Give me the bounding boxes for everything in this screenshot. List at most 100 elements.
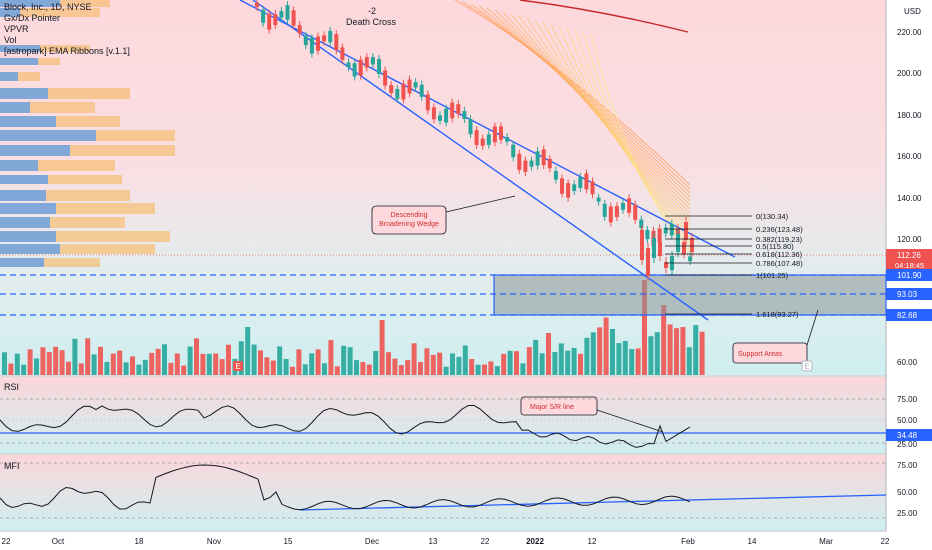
vpvr-bar-sell xyxy=(0,145,175,156)
candle-body xyxy=(474,130,479,145)
candle-body xyxy=(364,57,369,68)
wedge-upper-line[interactable] xyxy=(239,0,736,258)
main-pane[interactable] xyxy=(0,0,886,375)
ema-ribbon-line xyxy=(454,0,691,186)
volume-bar xyxy=(475,364,481,375)
price-tick: 180.00 xyxy=(897,111,922,120)
time-axis[interactable] xyxy=(0,532,886,550)
volume-bar xyxy=(456,356,462,375)
volume-bar xyxy=(290,366,295,375)
mfi-indicator[interactable] xyxy=(0,462,887,519)
price-tick: 200.00 xyxy=(897,69,922,78)
volume-bar xyxy=(136,364,142,375)
volume-bar xyxy=(418,362,423,375)
volume-bar xyxy=(226,344,231,375)
legend-item-gxdx[interactable]: Gx/Dx Pointer xyxy=(4,13,61,23)
volume-bar xyxy=(194,338,199,375)
candle-body xyxy=(658,242,662,256)
rsi-indicator[interactable] xyxy=(0,398,886,448)
volume-bar xyxy=(584,337,590,375)
volume-bar xyxy=(98,346,103,375)
volume-bar xyxy=(85,338,91,375)
volume-bar xyxy=(680,327,686,375)
volume-bar xyxy=(546,333,551,375)
volume-bar xyxy=(347,347,353,375)
vpvr-bar-sell xyxy=(0,175,122,184)
legend[interactable]: Block, Inc., 1D, NYSE Gx/Dx Pointer VPVR… xyxy=(4,2,130,57)
candle-body xyxy=(572,184,577,191)
volume-bar xyxy=(277,346,283,375)
volume-bar xyxy=(130,356,135,375)
rsi-callout[interactable]: Major S/R line xyxy=(520,396,664,433)
support-callout[interactable]: Support Areas xyxy=(732,309,819,364)
volume-bar xyxy=(686,347,692,375)
ema-ribbon-line xyxy=(470,3,691,194)
candle-body xyxy=(255,3,259,7)
ema-ribbon-line xyxy=(590,33,691,254)
legend-item-vol[interactable]: Vol xyxy=(4,35,17,45)
candle-body xyxy=(541,149,546,166)
candle-body xyxy=(664,262,668,268)
time-tick: 22 xyxy=(881,537,890,546)
support-zone[interactable] xyxy=(493,274,887,316)
legend-item-vpvr[interactable]: VPVR xyxy=(4,24,29,34)
price-tick: 140.00 xyxy=(897,194,922,203)
time-tick: Dec xyxy=(365,537,379,546)
wedge-lower-line[interactable] xyxy=(252,0,709,321)
candle-body xyxy=(640,230,644,260)
volume-bar xyxy=(629,349,635,375)
volume-bar xyxy=(411,343,417,375)
candle-body xyxy=(492,126,497,143)
time-tick: 15 xyxy=(284,537,293,546)
candle-body xyxy=(523,160,528,173)
volume-bar xyxy=(635,348,641,375)
mfi-pane[interactable] xyxy=(0,455,886,530)
volume-bar xyxy=(590,332,596,375)
candle-body xyxy=(297,25,302,34)
vpvr-bar-sell xyxy=(0,88,130,99)
wedge-label-2: Broadening Wedge xyxy=(379,221,439,228)
candle-body xyxy=(633,204,638,220)
candle-body xyxy=(358,59,363,76)
vpvr-bar-buy xyxy=(0,116,56,127)
candle-body xyxy=(566,183,571,198)
wedge-callout[interactable]: Descending Broadening Wedge xyxy=(371,195,516,235)
candle-body xyxy=(663,227,668,234)
vpvr-bar-buy xyxy=(0,58,38,65)
candle-body xyxy=(684,222,688,240)
svg-text:E: E xyxy=(235,362,240,371)
candle-body xyxy=(309,37,314,54)
volume-bar xyxy=(674,328,679,375)
volume-bar xyxy=(642,280,647,375)
candle-body xyxy=(645,229,650,240)
earnings-marker-upcoming[interactable]: E xyxy=(801,360,813,372)
fib-level-label: 1(101.25) xyxy=(756,271,789,280)
time-tick: Feb xyxy=(681,537,695,546)
volume-bar xyxy=(552,352,558,375)
death-cross-count: -2 xyxy=(368,6,376,16)
volume-bar xyxy=(379,320,385,375)
earnings-marker[interactable]: E xyxy=(233,361,243,371)
death-cross-label: Death Cross xyxy=(346,17,397,27)
rsi-pane[interactable] xyxy=(0,377,886,453)
vpvr-bar-buy xyxy=(0,203,56,214)
candle-body xyxy=(690,238,694,252)
fib-retracement[interactable]: 0(130.34) 0.236(123.48)0.382(119.23)0.5(1… xyxy=(665,212,803,319)
candle-body xyxy=(480,138,485,146)
candle-body xyxy=(584,173,589,190)
vpvr-bar-buy xyxy=(0,102,30,113)
volume-bar xyxy=(200,353,206,375)
svg-text:34.48: 34.48 xyxy=(897,431,918,440)
legend-item-ema-ribbons[interactable]: [astropark] EMA Ribbons [v.1.1] xyxy=(4,46,130,56)
time-tick: Oct xyxy=(52,537,65,546)
volume-bar xyxy=(430,354,436,375)
candle-body xyxy=(535,151,540,166)
rsi-value-badge: 34.48 xyxy=(886,429,932,441)
volume-bar xyxy=(610,328,615,375)
volume-bar xyxy=(654,332,660,375)
vpvr-bar-sell xyxy=(0,244,155,254)
legend-title[interactable]: Block, Inc., 1D, NYSE xyxy=(4,2,92,12)
candle-body xyxy=(505,136,510,142)
candle-body xyxy=(291,10,296,26)
